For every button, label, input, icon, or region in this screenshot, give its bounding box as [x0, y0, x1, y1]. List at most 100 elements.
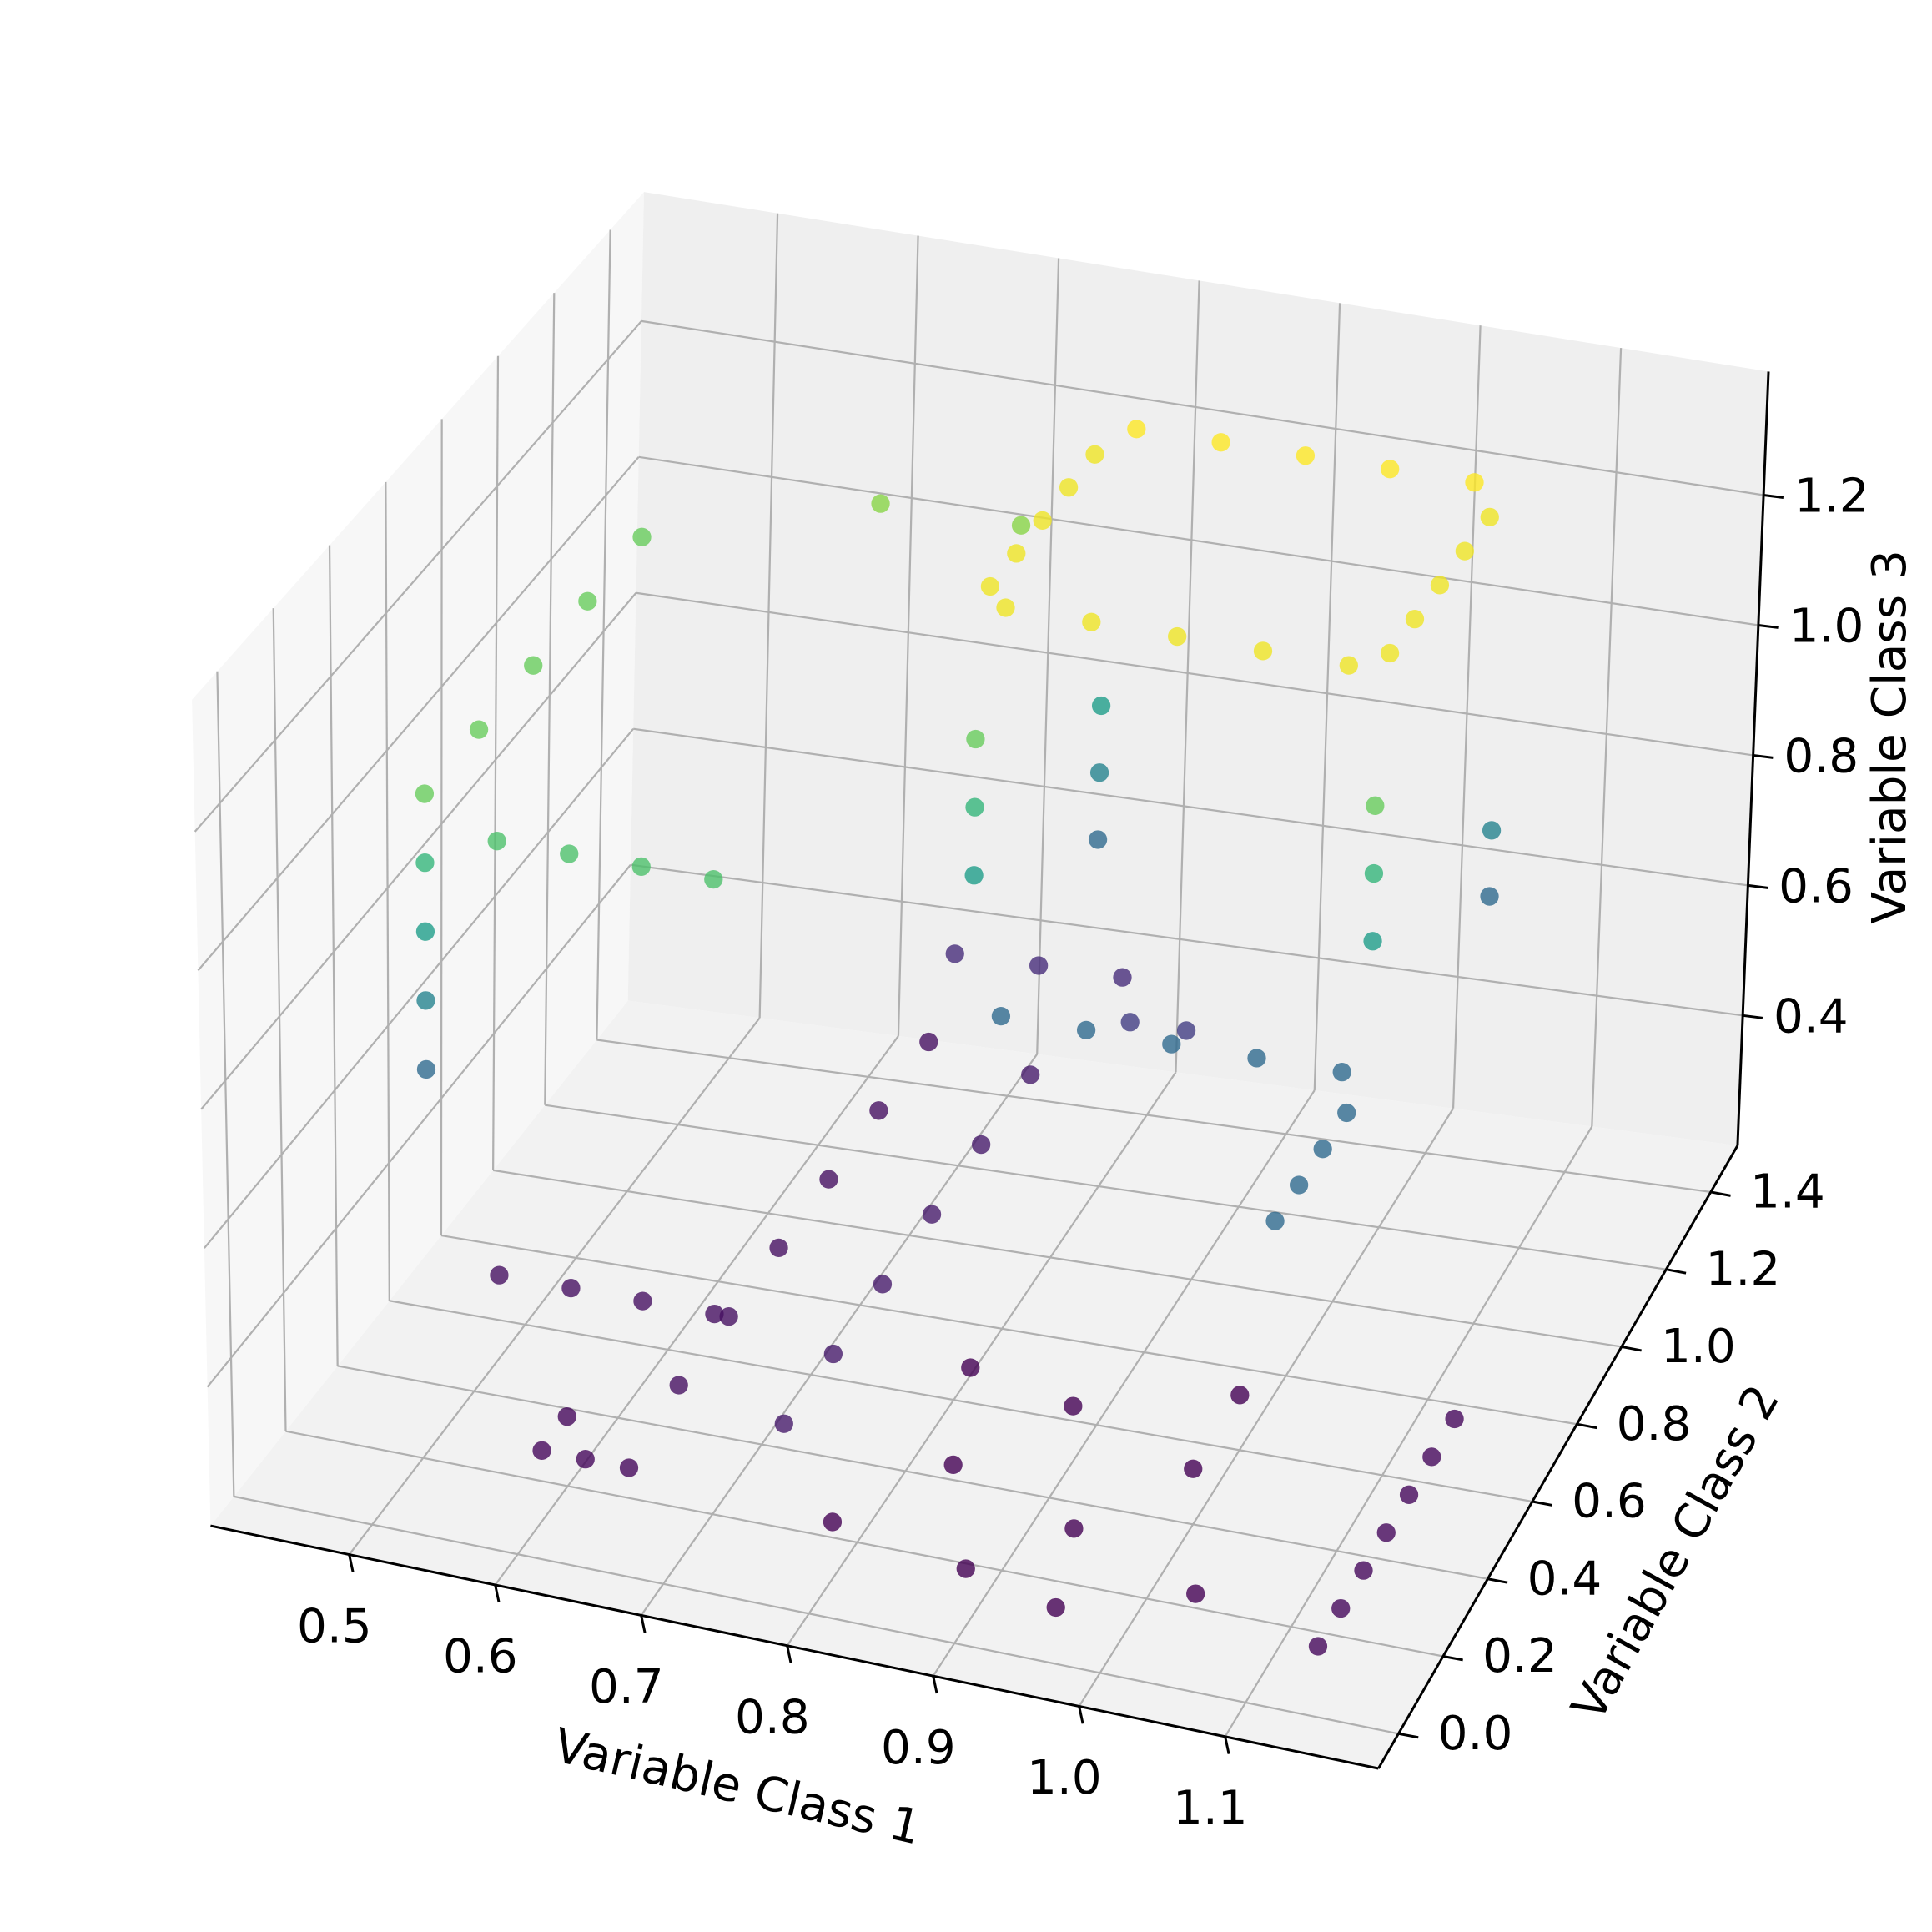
point: [1296, 446, 1316, 465]
point: [869, 1101, 888, 1120]
x-tick-label: 0.5: [297, 1599, 372, 1653]
point: [415, 784, 435, 803]
point: [1380, 643, 1400, 663]
point: [1127, 420, 1146, 439]
point: [415, 922, 435, 941]
point: [1211, 433, 1230, 452]
point: [1313, 1140, 1332, 1159]
point: [1088, 830, 1108, 849]
point: [1480, 887, 1499, 906]
grid-line: [206, 863, 631, 1388]
point: [1422, 1447, 1441, 1467]
z-tick: [1758, 624, 1779, 629]
y-tick: [1621, 1346, 1642, 1352]
point: [1059, 478, 1079, 497]
point: [1011, 516, 1031, 535]
grid-line: [492, 1169, 1623, 1348]
grid-line: [1313, 303, 1341, 1091]
z-tick-label: 1.0: [1789, 600, 1864, 654]
point: [966, 729, 985, 749]
point: [1176, 1021, 1196, 1040]
point: [1230, 1386, 1250, 1405]
point: [532, 1441, 551, 1460]
grid-line: [1452, 325, 1482, 1109]
grid-line: [337, 1365, 1488, 1580]
point: [1337, 1103, 1356, 1123]
point: [416, 1059, 436, 1079]
point: [819, 1170, 838, 1189]
y-tick-label: 1.0: [1661, 1320, 1736, 1374]
point: [1364, 863, 1384, 883]
point: [996, 598, 1015, 617]
y-tick-label: 0.6: [1572, 1475, 1647, 1529]
point: [415, 853, 435, 873]
z-tick-label: 1.2: [1794, 470, 1869, 524]
point: [769, 1238, 788, 1258]
point: [705, 1304, 724, 1324]
point: [972, 1135, 991, 1155]
x-tick: [348, 1554, 355, 1572]
point: [1366, 796, 1385, 815]
point: [633, 1291, 652, 1311]
y-tick-label: 0.4: [1527, 1552, 1602, 1606]
z-tick: [1763, 494, 1784, 499]
point: [945, 944, 964, 963]
y-axis: [1377, 1145, 1739, 1769]
y-tick: [1442, 1655, 1463, 1662]
grid-line: [633, 727, 1748, 887]
point: [965, 797, 984, 817]
point: [469, 720, 489, 739]
point: [1089, 763, 1109, 782]
point: [1046, 1597, 1065, 1618]
y-tick: [1710, 1190, 1731, 1197]
x-axis: [210, 1524, 1379, 1770]
z-tick-label: 0.6: [1779, 859, 1854, 913]
point: [1064, 1396, 1083, 1416]
y-tick-label: 1.2: [1706, 1242, 1781, 1296]
z-tick: [1753, 753, 1774, 759]
x-tick-label: 0.8: [735, 1690, 810, 1744]
point: [871, 494, 890, 513]
grid-line: [234, 1495, 1399, 1735]
grid-line: [1175, 280, 1200, 1073]
point: [1007, 544, 1026, 563]
point: [1445, 1409, 1464, 1429]
z-axis-label: Variable Class 3: [1863, 550, 1917, 924]
point: [922, 1205, 942, 1224]
point: [631, 857, 651, 876]
point: [632, 527, 652, 546]
grid-line: [440, 1234, 1577, 1426]
grid-line: [758, 213, 779, 1019]
point: [1381, 460, 1400, 479]
grid-line: [197, 456, 640, 972]
grid-line: [494, 1035, 899, 1586]
point: [669, 1376, 688, 1395]
panes: [192, 192, 1769, 1769]
y-tick-label: 0.8: [1617, 1397, 1692, 1452]
x-tick: [786, 1645, 792, 1663]
point: [1465, 473, 1484, 492]
point: [1482, 821, 1502, 840]
point: [416, 991, 435, 1010]
point: [991, 1007, 1011, 1026]
point: [1253, 641, 1273, 661]
x-tick: [932, 1675, 938, 1694]
point: [561, 1279, 581, 1298]
z-tick: [1748, 883, 1768, 889]
point: [1076, 1020, 1096, 1040]
point: [1430, 576, 1450, 595]
grid-line: [786, 1071, 1177, 1647]
point: [1265, 1211, 1285, 1230]
point: [1308, 1637, 1328, 1656]
point: [490, 1265, 509, 1285]
x-tick: [494, 1584, 501, 1603]
point: [1186, 1584, 1205, 1603]
point: [1033, 511, 1052, 530]
point: [1331, 1598, 1351, 1618]
grid-line: [636, 591, 1753, 757]
x-tick: [1224, 1736, 1230, 1754]
x-tick-label: 0.9: [881, 1721, 956, 1775]
floor-pane: [210, 1000, 1738, 1769]
